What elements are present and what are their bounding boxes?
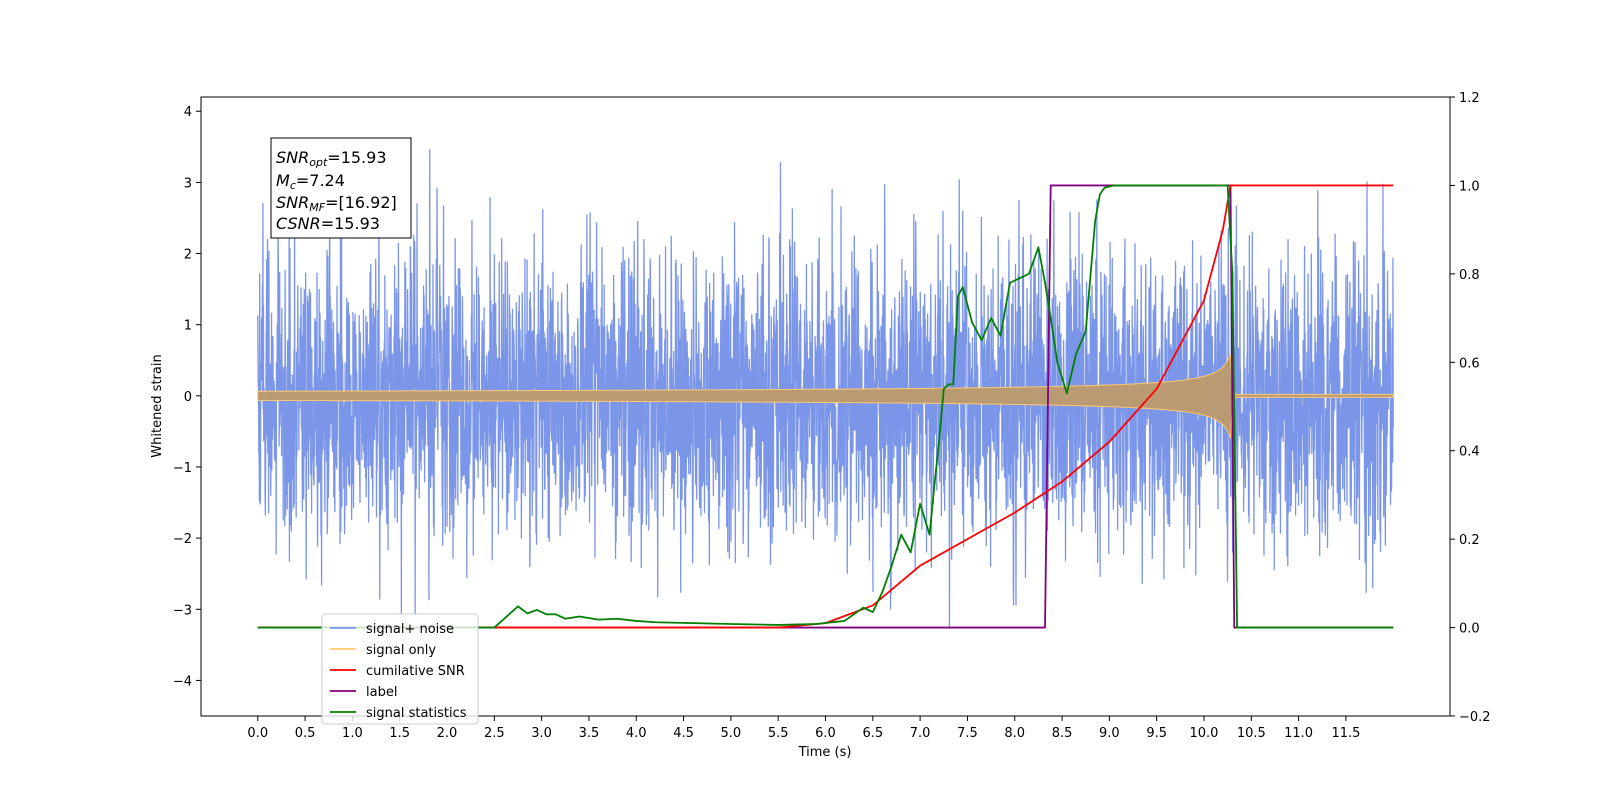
info-snr-opt-sub: opt <box>309 156 328 169</box>
x-tick-label: 7.5 <box>957 726 978 741</box>
x-tick-label: 5.0 <box>721 726 742 741</box>
series-layer <box>257 149 1394 629</box>
y-tick-label: −4 <box>173 674 192 689</box>
series-signal-only-line <box>257 353 1394 439</box>
x-tick-label: 0.0 <box>247 726 268 741</box>
y-axis-label: Whitened strain <box>150 354 165 457</box>
x-tick-label: 7.0 <box>910 726 931 741</box>
y-tick-label: 0 <box>184 390 192 405</box>
info-mc-sub: c <box>290 179 296 192</box>
x-tick-label: 1.5 <box>389 726 410 741</box>
y-tick-label: −2 <box>173 532 192 547</box>
legend-label: signal statistics <box>366 706 467 721</box>
info-mc: Mc=7.24 <box>276 171 345 192</box>
legend-label: signal only <box>366 643 436 658</box>
x-tick-label: 10.5 <box>1237 726 1266 741</box>
y-tick-label: −3 <box>173 603 192 618</box>
y2-tick-label: 0.0 <box>1459 622 1480 637</box>
info-snr-opt-base: SNR <box>276 148 309 167</box>
x-tick-label: 3.0 <box>531 726 552 741</box>
info-csnr-value: =15.93 <box>321 214 380 233</box>
x-tick-label: 5.5 <box>768 726 789 741</box>
y2-tick-label: 1.0 <box>1459 179 1480 194</box>
info-snr-mf-sub: MF <box>309 201 325 214</box>
legend-label: label <box>366 685 397 700</box>
y-tick-label: 2 <box>184 248 192 263</box>
legend-label: cumilative SNR <box>366 664 465 679</box>
info-box: SNRopt=15.93 Mc=7.24 SNRMF=[16.92] CSNR=… <box>270 137 412 239</box>
y-axis-ticks: −4 −3 −2 −1 0 1 2 3 4 <box>173 105 201 689</box>
y2-tick-label: 0.4 <box>1459 445 1480 460</box>
y-tick-label: −1 <box>173 461 192 476</box>
y2-axis-ticks: −0.2 0.0 0.2 0.4 0.6 0.8 1.0 1.2 <box>1450 91 1491 725</box>
x-tick-label: 4.5 <box>673 726 694 741</box>
legend-label: signal+ noise <box>366 622 454 637</box>
y-tick-label: 1 <box>184 319 192 334</box>
info-box-frame <box>270 137 412 239</box>
legend-frame <box>321 613 479 725</box>
x-tick-label: 0.5 <box>295 726 316 741</box>
info-snr-opt: SNRopt=15.93 <box>276 148 387 169</box>
x-tick-label: 6.0 <box>815 726 836 741</box>
info-csnr: CSNR=15.93 <box>276 214 380 233</box>
info-mc-value: =7.24 <box>296 171 345 190</box>
info-snr-mf-value: =[16.92] <box>325 193 397 212</box>
y2-tick-label: 0.6 <box>1459 356 1480 371</box>
y2-tick-label: 0.2 <box>1459 533 1480 548</box>
y2-tick-label: −0.2 <box>1459 710 1491 725</box>
info-snr-mf: SNRMF=[16.92] <box>276 193 397 214</box>
x-tick-label: 9.0 <box>1099 726 1120 741</box>
legend: signal+ noise signal only cumilative SNR la… <box>321 613 479 725</box>
y2-tick-label: 1.2 <box>1459 91 1480 106</box>
x-tick-label: 9.5 <box>1146 726 1167 741</box>
info-snr-mf-base: SNR <box>276 193 309 212</box>
x-tick-label: 6.5 <box>862 726 883 741</box>
series-signal-statistics-line <box>257 184 1394 629</box>
series-signal-noise-line <box>257 149 1394 629</box>
x-tick-label: 1.0 <box>342 726 363 741</box>
x-tick-label: 3.5 <box>579 726 600 741</box>
x-tick-label: 2.5 <box>484 726 505 741</box>
x-tick-label: 8.0 <box>1004 726 1025 741</box>
y-tick-label: 4 <box>184 105 192 120</box>
x-axis-label: Time (s) <box>798 745 852 760</box>
x-tick-label: 11.0 <box>1284 726 1313 741</box>
x-axis-ticks: 0.0 0.5 1.0 1.5 2.0 2.5 3.0 3.5 4.0 4.5 5.0 5.5 6.0 6… <box>247 716 1360 741</box>
x-tick-label: 2.0 <box>437 726 458 741</box>
x-tick-label: 4.0 <box>626 726 647 741</box>
info-snr-opt-value: =15.93 <box>327 148 386 167</box>
y2-tick-label: 0.8 <box>1459 268 1480 283</box>
info-mc-base: M <box>276 171 290 190</box>
x-tick-label: 8.5 <box>1052 726 1073 741</box>
x-tick-label: 10.0 <box>1190 726 1219 741</box>
x-tick-label: 11.5 <box>1331 726 1360 741</box>
y-tick-label: 3 <box>184 176 192 191</box>
info-csnr-base: CSNR <box>276 214 321 233</box>
